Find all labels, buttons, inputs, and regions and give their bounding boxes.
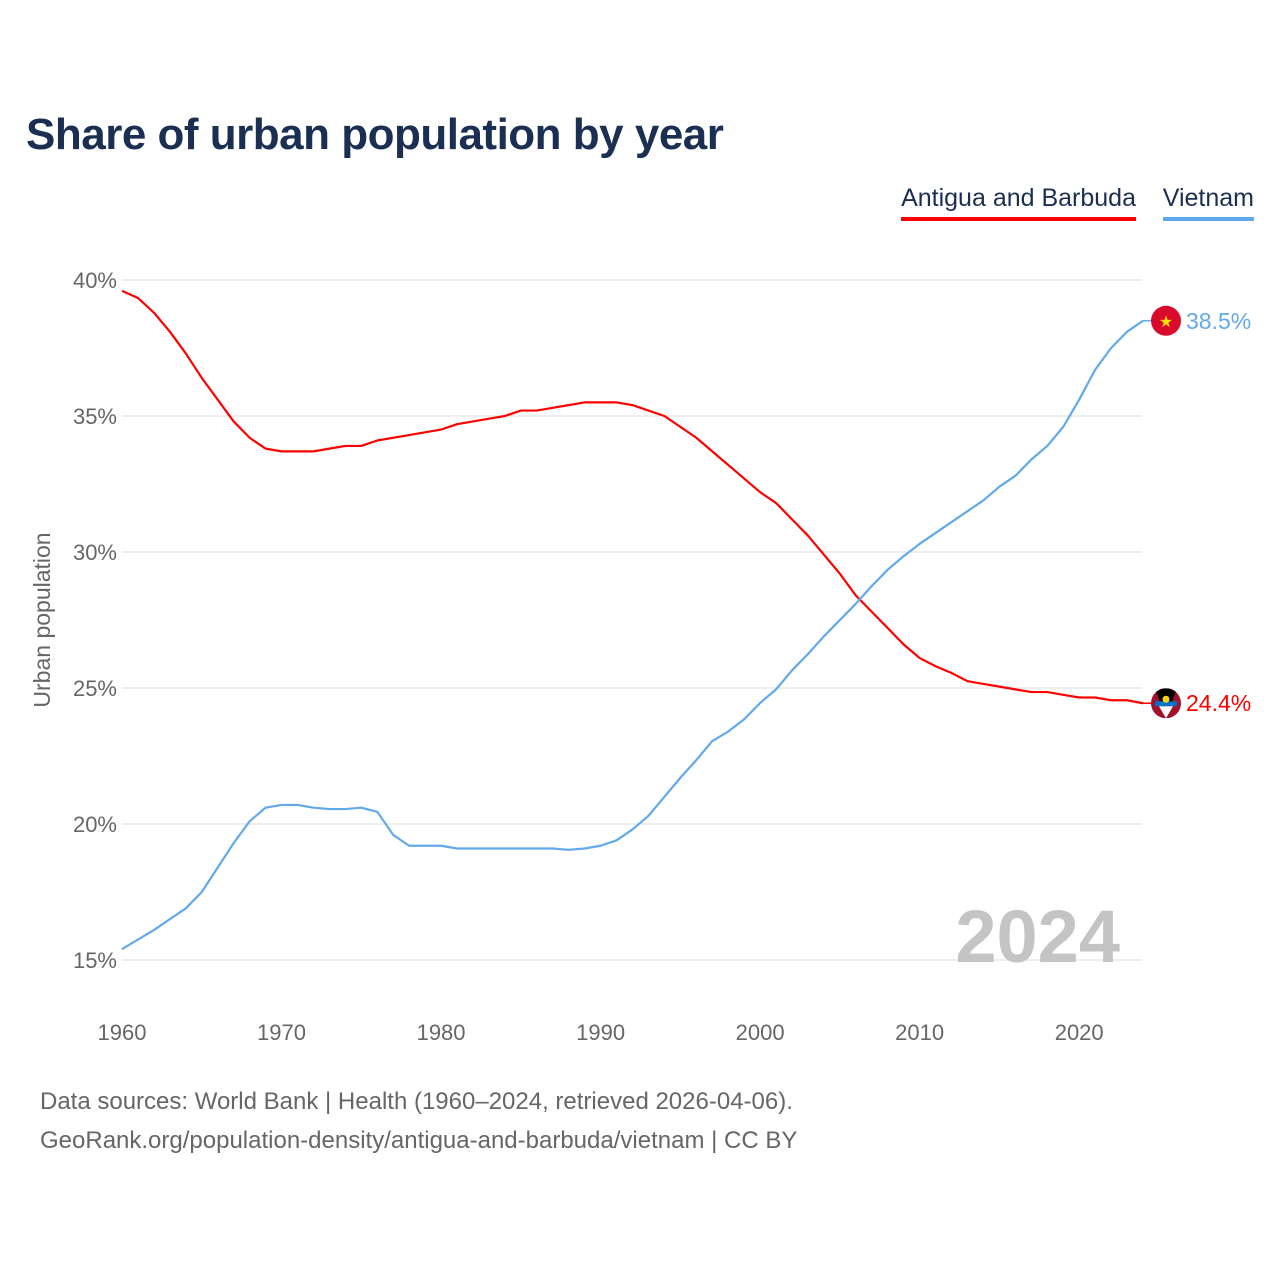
legend-item-vietnam[interactable]: Vietnam (1162, 184, 1254, 221)
source-text: Data sources: World Bank | Health (1960–… (40, 1088, 793, 1115)
series-line-vietnam (121, 319, 1144, 951)
y-axis-label: Urban population (29, 532, 55, 707)
end-value-label: 24.4% (1186, 690, 1251, 716)
vietnam-flag-icon (1151, 305, 1181, 336)
y-tick-label: 20% (73, 812, 117, 837)
x-tick-label: 1990 (576, 1020, 625, 1045)
x-tick-label: 1980 (417, 1020, 466, 1045)
y-tick-label: 15% (73, 948, 117, 973)
x-tick-label: 1970 (257, 1020, 306, 1045)
x-tick-label: 2020 (1055, 1020, 1104, 1045)
year-watermark: 2024 (955, 895, 1120, 978)
antigua-flag-icon (1151, 688, 1181, 719)
chart-title: Share of urban population by year (26, 110, 724, 159)
star-icon: ★ (1159, 314, 1173, 331)
end-value-label: 38.5% (1186, 308, 1251, 334)
series-line-antigua (121, 289, 1144, 705)
x-tick-label: 2010 (895, 1020, 944, 1045)
y-tick-label: 25% (73, 676, 117, 701)
source-link[interactable]: GeoRank.org/population-density/antigua-a… (40, 1127, 798, 1154)
y-tick-label: 35% (73, 404, 117, 429)
x-tick-label: 2000 (736, 1020, 785, 1045)
y-tick-label: 40% (73, 268, 117, 293)
x-tick-label: 1960 (98, 1020, 147, 1045)
y-tick-label: 30% (73, 540, 117, 565)
legend-item-antigua[interactable]: Antigua and Barbuda (901, 184, 1136, 221)
